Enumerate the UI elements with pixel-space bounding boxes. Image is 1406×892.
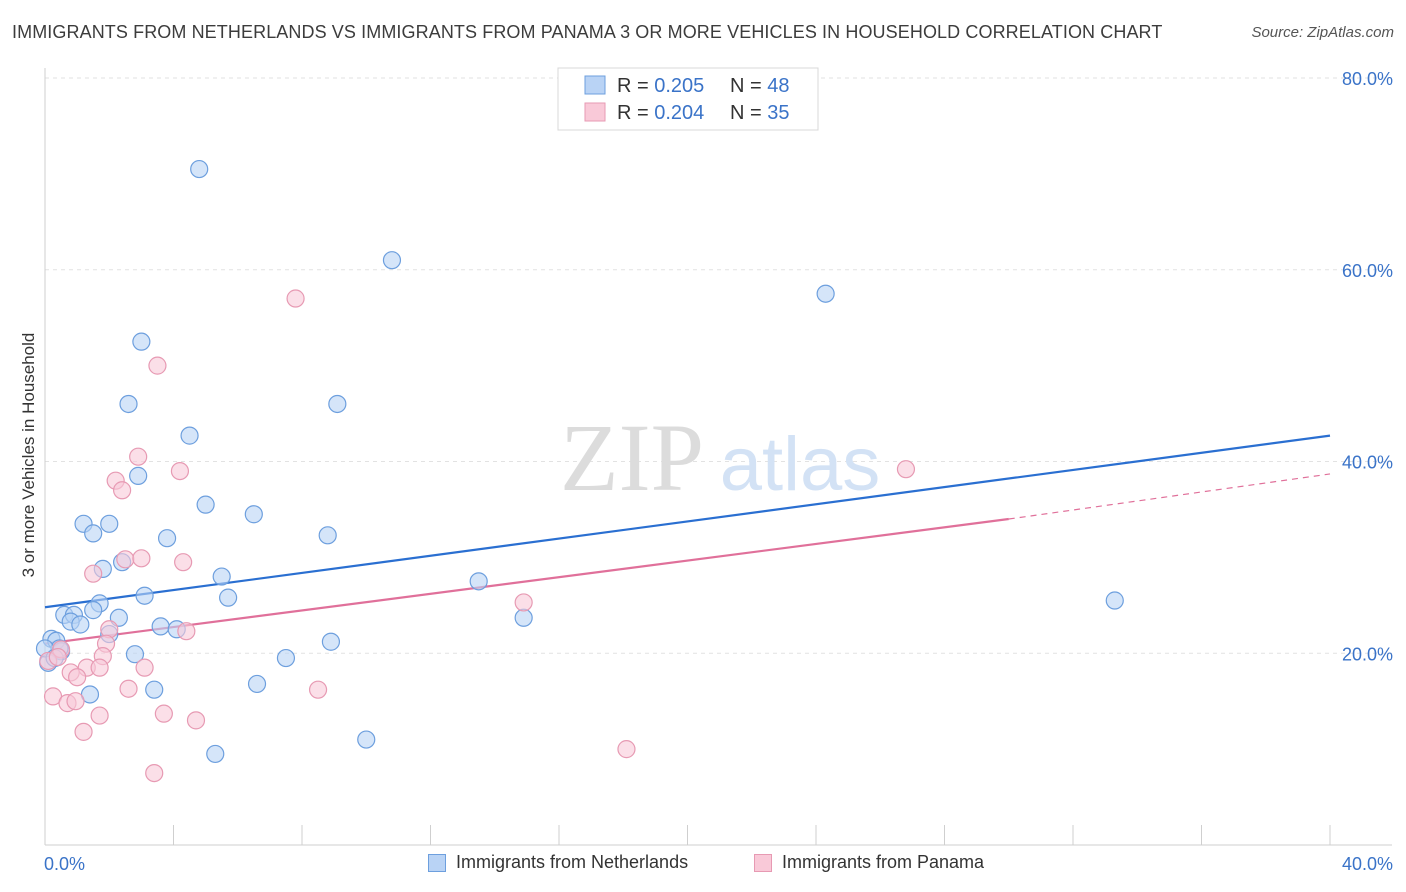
netherlands-point: [212, 567, 231, 586]
netherlands-point: [151, 617, 170, 636]
bottom-legend-label-panama: Immigrants from Panama: [782, 852, 985, 872]
netherlands-point: [816, 284, 835, 303]
y-tick-label: 60.0%: [1342, 261, 1393, 281]
netherlands-point: [119, 394, 138, 414]
bottom-legend-netherlands: Immigrants from Netherlands: [428, 852, 688, 873]
panama-point: [116, 550, 135, 569]
panama-point: [74, 722, 93, 741]
panama-point: [286, 289, 305, 308]
watermark-zip: ZIP: [560, 404, 704, 511]
netherlands-point: [328, 394, 347, 414]
panama-point: [186, 711, 206, 730]
netherlands-point: [180, 426, 199, 445]
panama-point: [112, 481, 132, 500]
bottom-legend-label-netherlands: Immigrants from Netherlands: [456, 852, 689, 872]
panama-point: [617, 740, 636, 759]
y-tick-label: 40.0%: [1342, 453, 1393, 473]
panama-point: [154, 704, 173, 723]
netherlands-point: [125, 645, 145, 664]
panama-point: [896, 460, 916, 479]
bottom-legend-swatch-panama: [754, 853, 772, 872]
netherlands-point: [132, 332, 151, 351]
netherlands-point: [145, 680, 164, 699]
netherlands-point: [1105, 591, 1124, 610]
legend-r-value-panama: 0.204: [654, 102, 704, 124]
axes: [44, 68, 1392, 846]
panama-point: [174, 553, 193, 572]
legend-swatch-panama: [584, 102, 606, 122]
panama-point: [132, 549, 151, 568]
watermark-atlas: atlas: [720, 422, 881, 507]
panama-point: [148, 356, 167, 375]
panama-point: [48, 647, 67, 667]
netherlands-point: [219, 588, 238, 607]
legend-r-value-netherlands: 0.205: [654, 75, 704, 97]
panama-point: [66, 692, 85, 711]
netherlands-point: [318, 526, 337, 545]
netherlands-point: [321, 632, 341, 651]
netherlands-point: [84, 524, 103, 543]
panama-point: [84, 564, 103, 583]
netherlands-point: [135, 586, 154, 605]
netherlands-point: [244, 505, 263, 524]
x-tick-label-min: 0.0%: [44, 854, 85, 874]
netherlands-point: [190, 159, 209, 179]
panama-point: [135, 658, 154, 677]
grid-lines: [45, 77, 1392, 654]
trend-line-panama: [44, 517, 1009, 645]
panama-point: [129, 447, 148, 466]
legend-n-label-panama: N = 35: [730, 102, 790, 124]
panama-point: [177, 622, 196, 641]
netherlands-point: [84, 601, 103, 620]
tick-labels: 20.0% 40.0% 60.0% 80.0% 0.0% 40.0%: [44, 69, 1393, 874]
legend-n-value-netherlands: 48: [767, 75, 789, 97]
panama-point: [90, 658, 109, 677]
netherlands-point: [157, 529, 177, 548]
stats-legend: R = 0.205 N = 48 R = 0.204 N = 35: [557, 67, 819, 131]
legend-r-label-panama: R = 0.204: [617, 102, 704, 124]
legend-r-label-netherlands: R = 0.205: [617, 75, 704, 97]
netherlands-point: [100, 514, 119, 533]
y-tick-label: 20.0%: [1342, 644, 1393, 664]
panama-point: [514, 593, 533, 612]
panama-points: [39, 289, 916, 783]
netherlands-point: [382, 251, 402, 270]
y-tick-label: 80.0%: [1342, 69, 1393, 89]
panama-point: [119, 679, 138, 698]
legend-n-label-netherlands: N = 48: [730, 75, 790, 97]
netherlands-point: [196, 495, 215, 514]
netherlands-point: [276, 648, 296, 668]
netherlands-point: [514, 608, 533, 627]
netherlands-point: [71, 615, 90, 634]
netherlands-point: [206, 744, 225, 764]
netherlands-point: [357, 730, 376, 749]
trend-line-netherlands: [44, 434, 1331, 609]
netherlands-point: [247, 674, 267, 694]
trend-lines: [44, 434, 1331, 645]
legend-swatch-netherlands: [584, 75, 606, 95]
bottom-legend-panama: Immigrants from Panama: [754, 852, 984, 873]
chart-title: IMMIGRANTS FROM NETHERLANDS VS IMMIGRANT…: [12, 22, 1163, 42]
panama-point: [170, 461, 190, 481]
panama-point: [145, 763, 164, 783]
panama-point: [68, 668, 87, 687]
panama-point: [308, 680, 328, 699]
watermark: ZIP atlas: [560, 404, 880, 511]
x-tick-label-max: 40.0%: [1342, 854, 1393, 874]
panama-point: [90, 706, 109, 725]
bottom-legend-swatch-netherlands: [428, 853, 446, 872]
netherlands-point: [129, 466, 148, 485]
source-credit: Source: ZipAtlas.com: [1251, 24, 1394, 41]
netherlands-point: [469, 572, 488, 591]
trend-line-panama-extension: [1008, 473, 1331, 520]
bottom-legend: Immigrants from Netherlands Immigrants f…: [0, 852, 1406, 878]
legend-n-value-panama: 35: [767, 102, 789, 124]
